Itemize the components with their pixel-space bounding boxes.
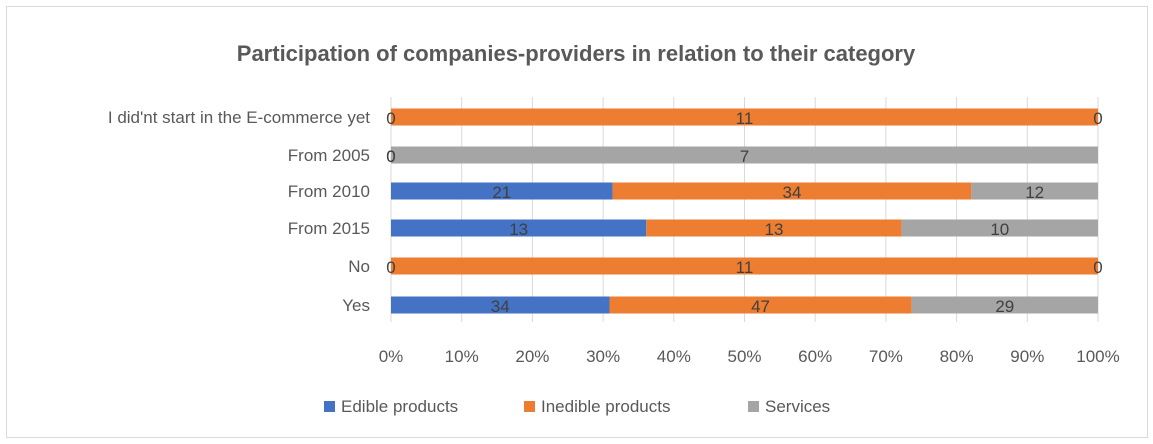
bar-segment: [971, 182, 1098, 200]
data-label: 7: [740, 147, 749, 166]
category-label: No: [348, 257, 370, 276]
category-label: From 2010: [288, 182, 370, 201]
x-tick-label: 40%: [657, 347, 691, 366]
data-label: 12: [1025, 183, 1044, 202]
category-axis: Yes No From 2015 From 2010 From 2005 I did'nt…: [108, 108, 370, 315]
legend-label: Services: [765, 397, 830, 416]
data-label: 0: [386, 258, 395, 277]
data-label: 10: [990, 220, 1009, 239]
data-label: 0: [386, 147, 395, 166]
bar-segment: [391, 146, 1098, 164]
data-label: 47: [751, 297, 770, 316]
category-label: From 2005: [288, 146, 370, 165]
value-axis: 0% 10% 20% 30% 40% 50% 60% 70% 80% 90% 100%: [379, 347, 1120, 366]
x-tick-label: 100%: [1076, 347, 1119, 366]
data-label: 34: [491, 297, 510, 316]
legend-swatch: [524, 401, 535, 412]
data-label: 0: [1093, 258, 1102, 277]
data-label: 11: [736, 109, 754, 128]
bar-segment: [612, 182, 972, 200]
x-tick-label: 30%: [586, 347, 620, 366]
category-label: From 2015: [288, 219, 370, 238]
data-label: 13: [509, 220, 528, 239]
legend: Edible products Inedible products Services: [324, 397, 830, 416]
category-label: Yes: [342, 296, 370, 315]
data-label: 29: [995, 297, 1014, 316]
bar-segment: [391, 182, 613, 200]
x-tick-label: 20%: [515, 347, 549, 366]
bar-segment: [911, 296, 1098, 314]
data-label: 21: [492, 183, 511, 202]
data-label: 34: [783, 183, 802, 202]
legend-swatch: [324, 401, 335, 412]
x-tick-label: 90%: [1010, 347, 1044, 366]
x-tick-label: 60%: [798, 347, 832, 366]
x-tick-label: 0%: [379, 347, 404, 366]
bar-segment: [646, 219, 902, 237]
data-label: 0: [386, 147, 395, 166]
legend-label: Inedible products: [541, 397, 670, 416]
bar-segment: [391, 296, 610, 314]
bar-segment: [391, 219, 647, 237]
bar-segment: [391, 257, 1098, 275]
x-tick-label: 80%: [940, 347, 974, 366]
x-tick-label: 50%: [727, 347, 761, 366]
category-label: I did'nt start in the E-commerce yet: [108, 108, 370, 127]
data-label: 11: [736, 258, 754, 277]
data-label: 0: [386, 109, 395, 128]
gridlines: [390, 97, 1099, 322]
legend-label: Edible products: [341, 397, 458, 416]
bars: [391, 108, 1098, 314]
x-tick-label: 10%: [445, 347, 479, 366]
bar-segment: [901, 219, 1098, 237]
bar-segment: [391, 108, 1098, 126]
data-label: 0: [1093, 109, 1102, 128]
bar-segment: [609, 296, 912, 314]
chart-title: Participation of companies-providers in …: [237, 41, 916, 66]
data-label: 13: [764, 220, 783, 239]
legend-swatch: [748, 401, 759, 412]
x-tick-label: 70%: [869, 347, 903, 366]
